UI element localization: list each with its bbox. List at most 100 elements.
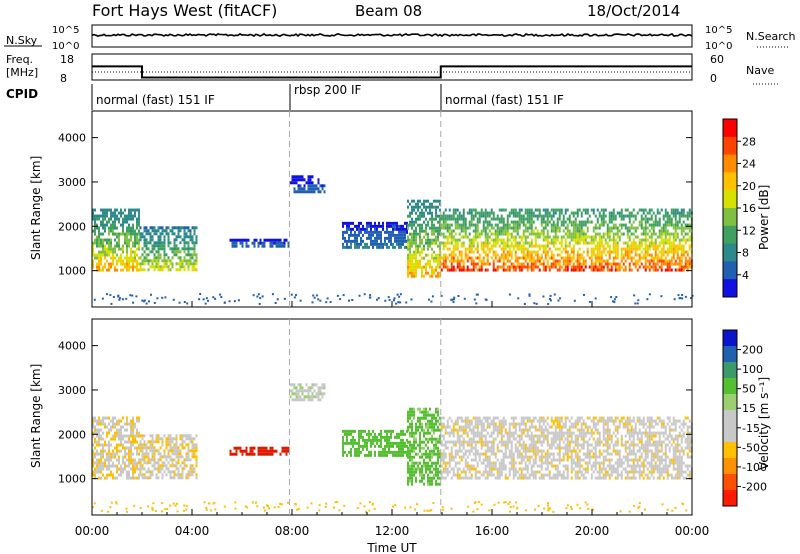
power-echo-cell <box>484 226 487 230</box>
power-echo-cell <box>157 262 160 266</box>
power-echo-cell <box>646 244 649 248</box>
velocity-echo-cell <box>470 464 473 468</box>
velocity-echo-cell <box>458 473 461 477</box>
velocity-echo-cell <box>132 476 134 480</box>
velocity-echo-cell <box>165 437 168 441</box>
power-echo-cell <box>508 232 511 236</box>
power-echo-cell <box>392 230 394 234</box>
velocity-echo-cell <box>96 428 98 432</box>
power-echo-cell <box>411 274 413 278</box>
power-echo-cell <box>530 265 533 269</box>
velocity-echo-cell <box>421 467 423 471</box>
power-echo-cell <box>590 235 593 239</box>
velocity-echo-cell <box>464 464 467 468</box>
velocity-echo-cell <box>354 429 356 433</box>
velocity-echo-cell <box>419 434 421 438</box>
power-echo-cell <box>161 241 164 245</box>
power-echo-cell <box>606 232 609 236</box>
power-echo-cell <box>466 265 469 269</box>
velocity-echo-cell <box>183 434 186 438</box>
power-echo-cell <box>672 235 675 239</box>
power-echo-cell <box>546 262 549 266</box>
power-echo-cell <box>435 211 437 215</box>
power-echo-cell <box>425 271 427 275</box>
power-echo-cell <box>660 259 663 263</box>
velocity-echo-cell <box>189 434 192 438</box>
power-echo-cell <box>411 226 413 230</box>
power-echo-cell <box>688 226 691 230</box>
power-echo-cell <box>592 247 595 251</box>
power-echo-cell <box>134 208 136 212</box>
power-echo-cell <box>508 250 511 254</box>
power-echo-cell <box>108 247 110 251</box>
velocity-echo-cell <box>346 429 348 433</box>
velocity-echo-cell <box>442 416 445 420</box>
power-echo-cell <box>342 233 344 237</box>
power-echo-cell <box>427 271 429 275</box>
velocity-echo-cell <box>522 440 525 444</box>
power-echo-cell <box>476 211 479 215</box>
velocity-echo-cell <box>297 383 300 387</box>
velocity-echo-cell <box>437 461 439 465</box>
power-echo-cell <box>472 250 475 254</box>
power-echo-cell <box>281 244 284 248</box>
power-echo-cell <box>526 229 529 233</box>
power-echo-cell <box>110 211 112 215</box>
power-echo-cell <box>590 268 593 272</box>
velocity-echo-cell <box>442 461 445 465</box>
power-echo-cell <box>596 259 599 263</box>
power-echo-cell <box>678 241 681 245</box>
power-echo-cell <box>175 268 178 272</box>
power-echo-cell <box>159 238 162 242</box>
power-echo-cell <box>400 236 402 240</box>
power-echo-cell <box>514 259 517 263</box>
power-echo-cell <box>419 205 421 209</box>
velocity-echo-cell <box>173 470 176 474</box>
power-ground-cell <box>399 293 402 296</box>
power-echo-cell <box>638 238 641 242</box>
velocity-echo-cell <box>100 455 102 459</box>
velocity-echo-cell <box>468 452 471 456</box>
power-echo-cell <box>415 238 417 242</box>
velocity-echo-cell <box>360 435 362 439</box>
power-echo-cell <box>468 238 471 242</box>
power-echo-cell <box>165 226 168 230</box>
velocity-echo-cell <box>317 392 320 396</box>
power-echo-cell <box>183 259 186 263</box>
power-echo-cell <box>676 244 679 248</box>
power-echo-cell <box>143 226 146 230</box>
power-echo-cell <box>514 235 517 239</box>
velocity-echo-cell <box>132 443 134 447</box>
power-echo-cell <box>96 265 98 269</box>
power-ground-cell <box>317 298 320 301</box>
power-colorbar-swatch <box>723 154 737 173</box>
power-echo-cell <box>630 247 633 251</box>
velocity-echo-cell <box>159 458 162 462</box>
power-ground-cell <box>198 298 201 301</box>
velocity-echo-cell <box>185 455 188 459</box>
power-echo-cell <box>183 244 186 248</box>
power-echo-cell <box>411 259 413 263</box>
power-echo-cell <box>516 247 519 251</box>
power-echo-cell <box>108 229 110 233</box>
power-echo-cell <box>662 226 665 230</box>
power-colorbar-tick-label: 20 <box>742 180 756 193</box>
power-echo-cell <box>530 229 533 233</box>
velocity-echo-cell <box>120 443 122 447</box>
power-echo-cell <box>608 232 611 236</box>
power-echo-cell <box>106 241 108 245</box>
power-echo-cell <box>686 253 689 257</box>
power-echo-cell <box>419 214 421 218</box>
power-echo-cell <box>380 239 382 243</box>
power-echo-cell <box>193 241 196 245</box>
velocity-echo-cell <box>466 455 469 459</box>
power-echo-cell <box>104 262 106 266</box>
power-echo-cell <box>112 259 114 263</box>
velocity-echo-cell <box>130 422 132 426</box>
power-echo-cell <box>153 232 156 236</box>
power-echo-cell <box>106 259 108 263</box>
power-echo-cell <box>546 223 549 227</box>
velocity-echo-cell <box>450 476 453 480</box>
power-echo-cell <box>636 211 639 215</box>
velocity-echo-cell <box>94 476 96 480</box>
